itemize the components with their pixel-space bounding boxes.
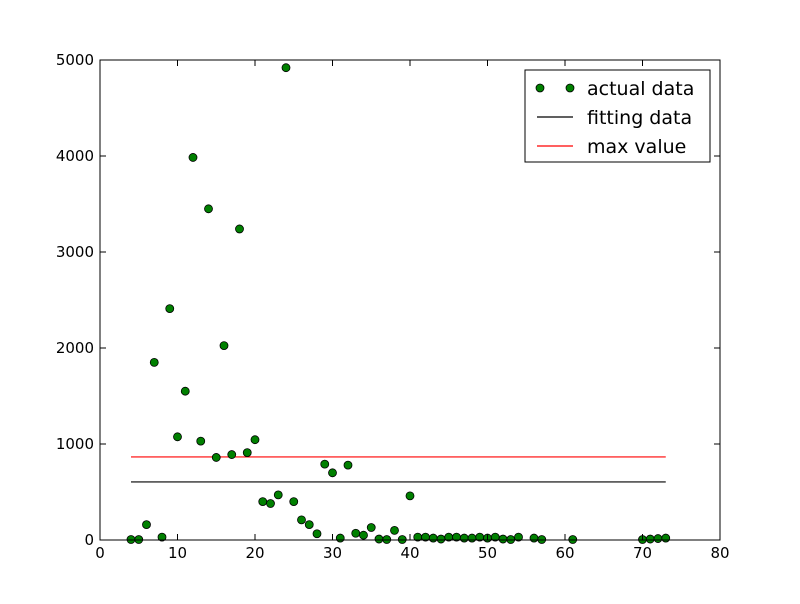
data-point (211, 453, 221, 462)
data-point (204, 204, 213, 214)
x-tick-label: 20 (245, 544, 264, 562)
x-tick-label: 70 (633, 544, 652, 562)
legend-marker-actual-data (565, 83, 575, 93)
data-point (165, 304, 175, 314)
data-point (343, 460, 353, 470)
data-point (180, 386, 190, 396)
data-point (188, 153, 198, 162)
data-point (529, 533, 539, 543)
x-tick-label: 10 (168, 544, 187, 562)
data-point (428, 533, 438, 543)
y-tick-label: 2000 (56, 339, 94, 357)
data-point (661, 533, 671, 543)
legend-marker-actual-data (535, 83, 545, 93)
data-point (312, 529, 322, 539)
x-tick-label: 40 (400, 544, 419, 562)
legend-box (524, 69, 711, 163)
data-point (366, 523, 376, 532)
data-point (405, 491, 415, 501)
y-tick-label: 3000 (56, 243, 94, 261)
data-point (645, 534, 655, 544)
x-tick-label: 50 (478, 544, 497, 562)
data-point (289, 497, 299, 507)
data-point (351, 528, 361, 538)
legend-label-fitting-data: fitting data (587, 107, 692, 129)
data-point (242, 448, 252, 458)
data-point (390, 526, 399, 535)
data-point (328, 468, 337, 478)
data-point (235, 224, 244, 234)
data-point (304, 520, 314, 530)
x-tick-label: 80 (710, 544, 729, 562)
data-point (436, 534, 446, 544)
data-point (157, 532, 167, 542)
data-point (335, 533, 345, 543)
axis-ticks: 0 10 20 30 40 50 60 70 80 0 1000 2000 3000 4000 5000 (56, 51, 730, 562)
data-point (514, 532, 523, 542)
data-point (258, 497, 268, 507)
data-point (498, 534, 508, 544)
data-point (467, 533, 477, 543)
data-point (374, 534, 384, 544)
x-tick-label: 30 (323, 544, 342, 562)
plot-marks (126, 63, 671, 544)
data-point (227, 450, 237, 459)
data-point (359, 530, 368, 540)
data-point (173, 432, 182, 442)
data-point (149, 357, 159, 367)
data-point (297, 515, 306, 525)
legend-label-actual-data: actual data (587, 78, 694, 100)
x-tick-label: 0 (95, 544, 105, 562)
data-point (219, 341, 229, 351)
data-point (196, 436, 206, 446)
y-tick-label: 4000 (56, 147, 94, 165)
y-tick-label: 0 (84, 531, 94, 549)
data-point (459, 533, 469, 543)
y-tick-label: 5000 (56, 51, 94, 69)
legend-label-max-value: max value (587, 136, 686, 158)
data-point (266, 499, 275, 508)
data-point (273, 490, 283, 500)
data-point (250, 435, 260, 445)
y-tick-label: 1000 (56, 435, 94, 453)
legend: actual data fitting data max value (524, 69, 711, 163)
data-point (653, 534, 663, 543)
data-point (320, 459, 330, 469)
data-point (142, 520, 151, 530)
data-point (281, 63, 291, 73)
x-tick-label: 60 (555, 544, 574, 562)
